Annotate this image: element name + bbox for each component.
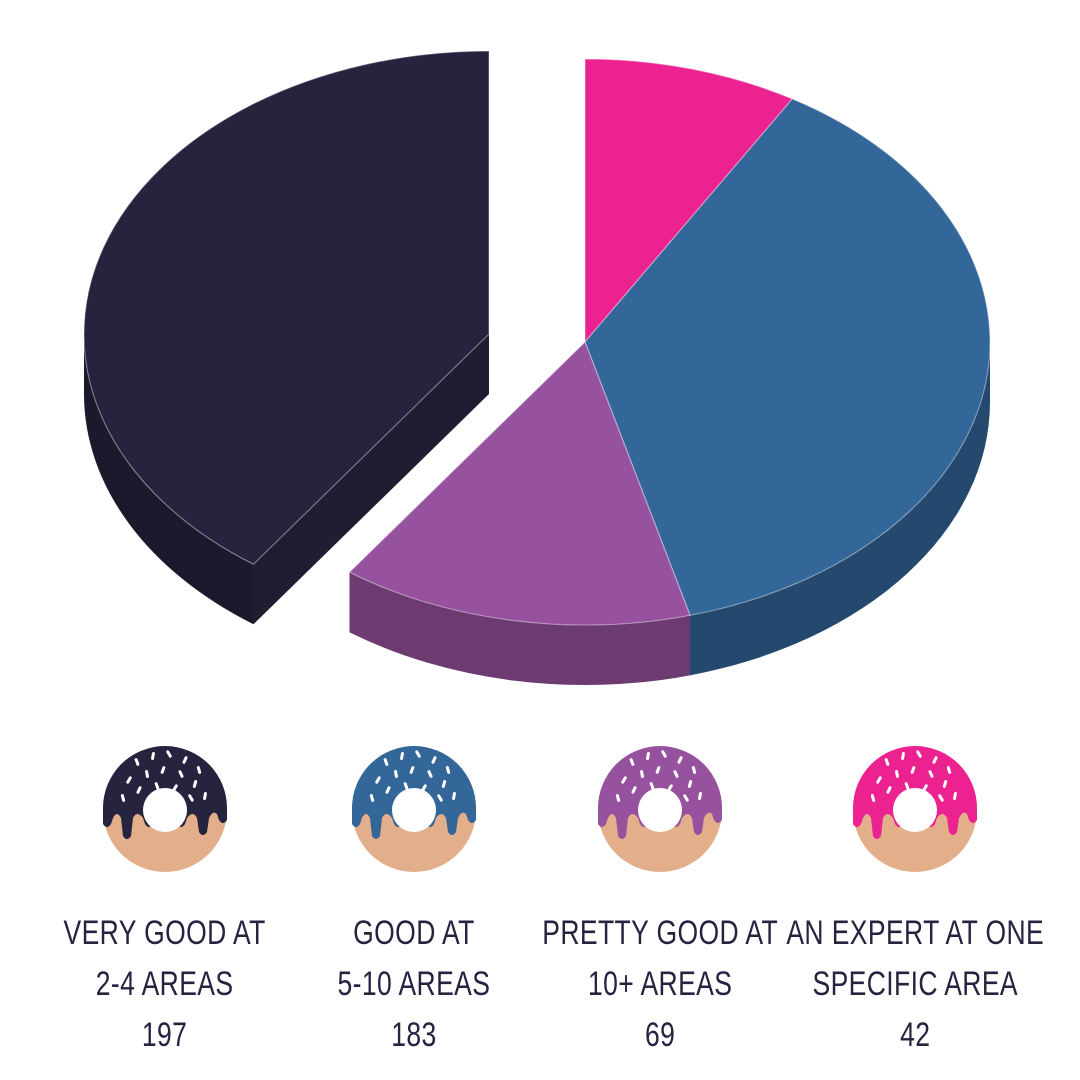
pie-slice-side-pretty-good-at-10-areas: [349, 572, 691, 685]
legend-item-very-good: VERY GOOD AT 2-4 AREAS 197: [40, 740, 290, 1070]
pie-slice-good-at-5-10-areas: [584, 98, 991, 617]
donut-icing: [352, 746, 476, 839]
donut-icing: [103, 746, 227, 839]
legend-label: VERY GOOD AT 2-4 AREAS 197: [64, 908, 266, 1061]
legend: VERY GOOD AT 2-4 AREAS 197 GOOD AT 5-10 …: [0, 740, 1080, 1080]
legend-label-line2: SPECIFIC AREA: [812, 965, 1018, 1003]
pie-top-layer: [83, 50, 991, 626]
legend-label-line1: PRETTY GOOD AT: [542, 914, 778, 952]
legend-label-line2: 2-4 AREAS: [96, 965, 234, 1003]
pie-chart-svg: [83, 50, 991, 685]
donut-icing: [853, 746, 977, 839]
legend-label-line1: VERY GOOD AT: [63, 914, 267, 952]
legend-label-line1: GOOD AT: [353, 914, 475, 952]
legend-item-pretty-good: PRETTY GOOD AT 10+ AREAS 69: [535, 740, 785, 1070]
legend-label-line2: 10+ AREAS: [587, 965, 733, 1003]
pie-slice-very-good-at-2-4-areas: [83, 50, 490, 565]
pie-slice-side-good-at-5-10-areas: [690, 342, 990, 676]
legend-label: AN EXPERT AT ONE SPECIFIC AREA 42: [786, 908, 1044, 1061]
legend-label-line1: AN EXPERT AT ONE: [786, 914, 1044, 952]
legend-label: PRETTY GOOD AT 10+ AREAS 69: [542, 908, 778, 1061]
donut-icon: [598, 746, 722, 872]
pie-slice-face-very-good-at-2-4-areas: [253, 334, 489, 625]
donut-body: [853, 746, 977, 872]
donut-body: [598, 746, 722, 872]
donut-icing: [598, 746, 722, 839]
legend-item-expert: AN EXPERT AT ONE SPECIFIC AREA 42: [786, 740, 1044, 1070]
legend-count: 42: [899, 1016, 931, 1054]
donut-icon: [103, 746, 227, 872]
legend-label: GOOD AT 5-10 AREAS 183: [338, 908, 491, 1061]
legend-count: 183: [391, 1016, 437, 1054]
donut-icon: [853, 746, 977, 872]
pie-slice-pretty-good-at-10-areas: [348, 340, 691, 626]
pie-side-layer: [84, 334, 990, 685]
legend-item-good: GOOD AT 5-10 AREAS 183: [289, 740, 539, 1070]
donut-body: [352, 746, 476, 872]
legend-count: 69: [644, 1016, 676, 1054]
legend-label-line2: 5-10 AREAS: [337, 965, 491, 1003]
pie-slice-side-very-good-at-2-4-areas: [84, 334, 254, 625]
pie-slice-an-expert-at-one-specific-area: [584, 58, 794, 344]
donut-icon: [352, 746, 476, 872]
donut-body: [103, 746, 227, 872]
legend-count: 197: [142, 1016, 188, 1054]
pie-chart: [83, 50, 991, 685]
